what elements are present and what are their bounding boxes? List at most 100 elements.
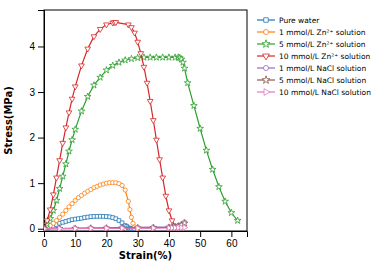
x-tick-mark [200, 231, 201, 237]
y-tick: 1 [29, 178, 44, 189]
point [91, 35, 97, 40]
point [181, 65, 188, 71]
x-tick: 20 [101, 231, 113, 249]
point [47, 208, 53, 213]
point [216, 183, 223, 189]
point [203, 147, 210, 153]
y-axis-title: Stress(MPa) [3, 86, 14, 155]
legend-item: 10 mmol/L Zn²⁺ solution [257, 52, 370, 61]
point [56, 225, 63, 231]
x-tick: 30 [133, 231, 145, 249]
point [91, 82, 98, 88]
point [113, 21, 119, 26]
point [147, 54, 154, 60]
legend-label: 5 mmol/L Zn²⁺ solution [279, 40, 366, 49]
y-tick-mark [38, 229, 44, 230]
point [69, 136, 76, 142]
point [134, 224, 141, 230]
legend-marker [264, 89, 270, 96]
point [129, 26, 135, 31]
point [147, 99, 153, 104]
x-tick-mark [231, 231, 232, 237]
point [180, 59, 187, 65]
point [138, 52, 144, 57]
x-tick-label: 50 [195, 238, 207, 249]
point [136, 225, 141, 231]
series-markers [44, 220, 188, 231]
point [144, 81, 150, 86]
y-tick-mark [38, 183, 44, 184]
x-axis-line [45, 232, 248, 238]
series-line [44, 57, 238, 228]
point [109, 62, 116, 68]
point [64, 208, 68, 212]
point [97, 74, 104, 80]
point [166, 209, 172, 214]
point [152, 225, 157, 231]
legend-item: 5 mmol/L NaCl solution [257, 76, 366, 85]
y-tick-label: 0 [29, 223, 35, 234]
y-tick: 3 [29, 87, 44, 98]
point [160, 176, 166, 181]
x-tick: 60 [226, 231, 238, 249]
series-line [44, 228, 185, 229]
series-markers [44, 54, 241, 231]
series-line [44, 223, 185, 228]
legend-marker [263, 54, 270, 60]
point [44, 219, 50, 224]
legend-item: 1 mmol/L Zn²⁺ solution [257, 28, 366, 37]
point [135, 40, 141, 45]
y-tick: 0 [29, 223, 44, 234]
legend-label: Pure water [279, 16, 320, 25]
x-tick: 10 [70, 231, 82, 249]
point [157, 158, 163, 163]
point [159, 54, 166, 60]
y-axis-line [38, 11, 45, 232]
point [78, 108, 85, 114]
y-tick: 4 [29, 41, 44, 52]
y-tick-label: 4 [29, 41, 35, 52]
point [154, 138, 160, 143]
point [63, 160, 70, 166]
point [234, 217, 241, 223]
point [116, 59, 123, 65]
y-axis: 0 1 2 3 4 [29, 11, 44, 235]
point [60, 141, 66, 146]
legend-marker [264, 18, 268, 22]
point [104, 23, 110, 28]
x-tick: 0 [42, 231, 48, 249]
point [163, 194, 169, 199]
x-tick-label: 60 [226, 238, 238, 249]
point [57, 159, 63, 164]
point [132, 31, 138, 36]
y-tick-mark [38, 92, 44, 93]
legend-label: 10 mmol/L NaCl solution [279, 88, 371, 97]
legend: Pure water 1 mmol/L Zn²⁺ solution 5 mmol/L… [257, 16, 371, 97]
y-tick-label: 3 [29, 87, 35, 98]
legend-label: 1 mmol/L NaCl solution [279, 64, 366, 73]
point [191, 102, 198, 108]
series-markers [44, 220, 187, 231]
point [61, 212, 65, 216]
point [105, 226, 110, 231]
x-tick-mark [138, 231, 139, 237]
point [51, 193, 57, 198]
point [89, 226, 94, 231]
point [120, 183, 124, 187]
point [153, 54, 160, 60]
point [66, 111, 72, 116]
point [84, 93, 91, 99]
legend-item: Pure water [257, 16, 320, 25]
point [72, 126, 79, 132]
legend-item: 1 mmol/L NaCl solution [257, 64, 366, 73]
series-line [44, 183, 138, 229]
x-axis: 0102030405060 [42, 231, 248, 249]
point [58, 226, 63, 231]
legend-marker [263, 65, 268, 70]
point [44, 225, 47, 231]
x-tick-mark [75, 231, 76, 237]
y-tick-label: 2 [29, 132, 35, 143]
point [166, 54, 173, 60]
legend-marker [262, 76, 270, 84]
legend-marker [262, 40, 270, 48]
